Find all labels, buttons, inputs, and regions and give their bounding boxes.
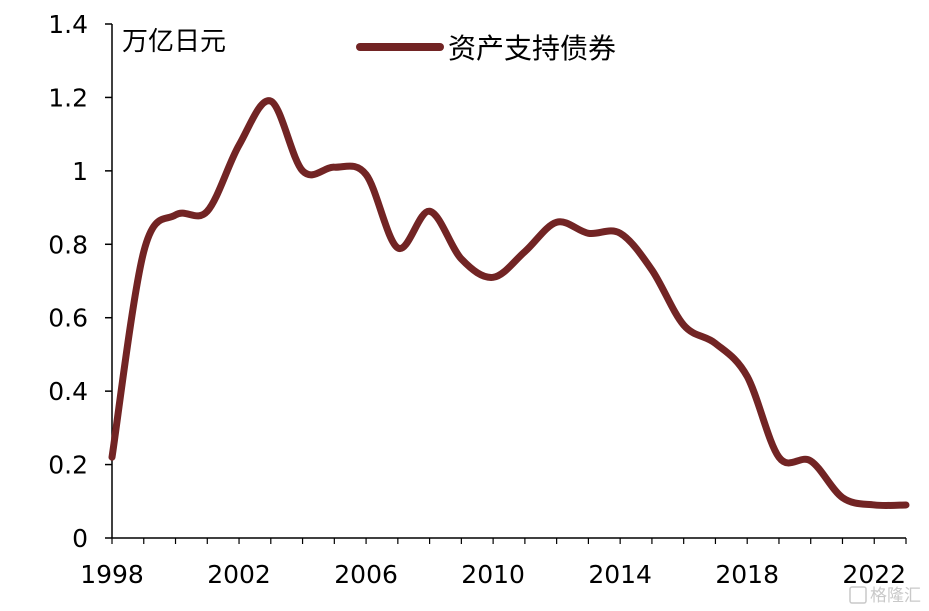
watermark-text: 格隆汇 [870, 586, 921, 606]
y-tick-label: 0 [72, 524, 88, 553]
legend-label: 资产支持债券 [448, 32, 616, 65]
x-tick-label: 2014 [588, 560, 652, 589]
x-tick-label: 2018 [715, 560, 779, 589]
x-tick-label: 1998 [80, 560, 144, 589]
y-tick-label: 0.8 [48, 230, 88, 259]
y-tick-label: 0.6 [48, 304, 88, 333]
x-tick-label: 2010 [461, 560, 525, 589]
y-tick-label: 1 [72, 157, 88, 186]
series-line [108, 97, 910, 509]
x-tick-label: 2006 [334, 560, 398, 589]
y-tick-label: 1.2 [48, 83, 88, 112]
legend: 资产支持债券 [356, 32, 616, 65]
y-tick-label: 1.4 [48, 10, 88, 39]
series-layer [108, 97, 910, 509]
unit-label: 万亿日元 [122, 27, 226, 57]
x-tick-label: 2022 [842, 560, 906, 589]
watermark: 格隆汇 [849, 586, 921, 606]
watermark-logo-icon [849, 586, 867, 604]
x-axis-ticks: 1998 2002 2006 2010 2014 2018 2022 [80, 538, 907, 589]
y-tick-label: 0.4 [48, 377, 88, 406]
y-tick-label: 0.2 [48, 451, 88, 480]
y-axis-ticks: 0 0.2 0.4 0.6 0.8 1 1.2 1.4 [48, 10, 112, 553]
x-tick-label: 2002 [207, 560, 271, 589]
